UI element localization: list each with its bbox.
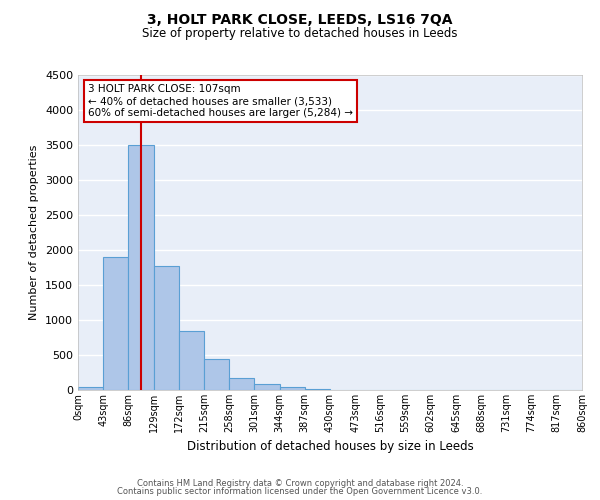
Bar: [305, 388, 330, 390]
Bar: [254, 384, 280, 390]
Text: Size of property relative to detached houses in Leeds: Size of property relative to detached ho…: [142, 28, 458, 40]
Text: Contains HM Land Registry data © Crown copyright and database right 2024.: Contains HM Land Registry data © Crown c…: [137, 478, 463, 488]
Bar: [280, 386, 305, 390]
Text: Contains public sector information licensed under the Open Government Licence v3: Contains public sector information licen…: [118, 488, 482, 496]
Y-axis label: Number of detached properties: Number of detached properties: [29, 145, 40, 320]
Text: 3, HOLT PARK CLOSE, LEEDS, LS16 7QA: 3, HOLT PARK CLOSE, LEEDS, LS16 7QA: [147, 12, 453, 26]
Bar: [204, 358, 229, 390]
Text: 3 HOLT PARK CLOSE: 107sqm
← 40% of detached houses are smaller (3,533)
60% of se: 3 HOLT PARK CLOSE: 107sqm ← 40% of detac…: [88, 84, 353, 117]
Bar: [103, 257, 128, 390]
Bar: [154, 266, 179, 390]
Bar: [128, 145, 154, 390]
Bar: [78, 386, 103, 390]
Bar: [179, 330, 204, 390]
Bar: [229, 378, 254, 390]
X-axis label: Distribution of detached houses by size in Leeds: Distribution of detached houses by size …: [187, 440, 473, 454]
